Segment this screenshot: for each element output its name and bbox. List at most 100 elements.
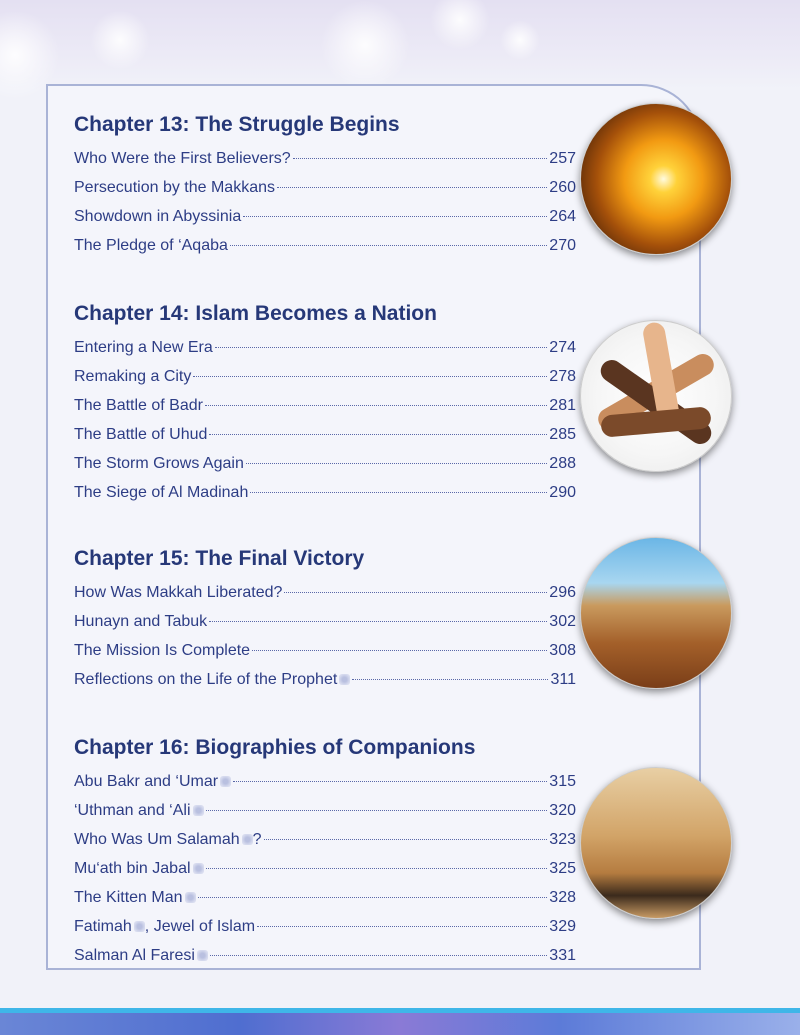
entry-title-wrap: The Battle of Uhud bbox=[74, 420, 207, 449]
entry-title: The Storm Grows Again bbox=[74, 455, 244, 472]
toc-entry[interactable]: The Pledge of ‘Aqaba 270 bbox=[74, 231, 576, 260]
toc-entry[interactable]: The Kitten Man 328 bbox=[74, 883, 576, 912]
dot-leader bbox=[257, 926, 548, 927]
toc-entry[interactable]: Hunayn and Tabuk 302 bbox=[74, 607, 576, 636]
chapter-section: Chapter 15: The Final Victory How Was Mak… bbox=[74, 544, 576, 694]
entry-title: Remaking a City bbox=[74, 368, 192, 385]
dot-leader bbox=[229, 245, 548, 246]
dot-leader bbox=[214, 347, 548, 348]
dot-leader bbox=[252, 650, 548, 651]
toc-entry[interactable]: Showdown in Abyssinia 264 bbox=[74, 202, 576, 231]
dot-leader bbox=[193, 376, 548, 377]
entry-title-wrap: ‘Uthman and ‘Ali bbox=[74, 796, 204, 825]
entry-title: Entering a New Era bbox=[74, 339, 213, 356]
entry-title: How Was Makkah Liberated? bbox=[74, 584, 283, 601]
entry-title: The Mission Is Complete bbox=[74, 642, 251, 659]
toc-entry[interactable]: Remaking a City 278 bbox=[74, 362, 576, 391]
entry-title-wrap: Mu‘ath bin Jabal bbox=[74, 854, 204, 883]
dot-leader bbox=[205, 868, 548, 869]
page-number: 281 bbox=[549, 397, 576, 414]
entry-title: Fatimah bbox=[74, 918, 132, 935]
entry-title-wrap: Who Was Um Salamah? bbox=[74, 825, 262, 854]
dot-leader bbox=[250, 492, 548, 493]
entry-title-wrap: Salman Al Faresi bbox=[74, 941, 208, 970]
entry-title-wrap: Persecution by the Makkans bbox=[74, 173, 275, 202]
page-number: 285 bbox=[549, 426, 576, 443]
page-number: 296 bbox=[549, 584, 576, 601]
honorific-icon bbox=[133, 921, 145, 932]
dot-leader bbox=[284, 592, 548, 593]
desert-oasis-icon bbox=[580, 537, 732, 689]
page-number: 311 bbox=[550, 671, 576, 688]
chapter-heading: Chapter 13: The Struggle Begins bbox=[74, 113, 400, 136]
page-number: 329 bbox=[549, 918, 576, 935]
page-number: 323 bbox=[549, 831, 576, 848]
toc-entry[interactable]: Mu‘ath bin Jabal 325 bbox=[74, 854, 576, 883]
toc-entry[interactable]: Persecution by the Makkans 260 bbox=[74, 173, 576, 202]
entry-title-wrap: The Storm Grows Again bbox=[74, 449, 244, 478]
entry-title-wrap: The Pledge of ‘Aqaba bbox=[74, 231, 228, 260]
entry-title: Abu Bakr and ‘Umar bbox=[74, 773, 219, 790]
toc-entry[interactable]: The Battle of Uhud 285 bbox=[74, 420, 576, 449]
toc-entry[interactable]: Fatimah , Jewel of Islam 329 bbox=[74, 912, 576, 941]
entry-title-wrap: Remaking a City bbox=[74, 362, 191, 391]
chapter-section: Chapter 13: The Struggle Begins Who Were … bbox=[74, 110, 576, 260]
entry-title-wrap: The Battle of Badr bbox=[74, 391, 203, 420]
toc-entry[interactable]: ‘Uthman and ‘Ali 320 bbox=[74, 796, 576, 825]
toc-entry[interactable]: Reflections on the Life of the Prophet 31… bbox=[74, 665, 576, 694]
entry-title-wrap: Reflections on the Life of the Prophet bbox=[74, 665, 351, 694]
toc-entry[interactable]: Who Were the First Believers? 257 bbox=[74, 144, 576, 173]
dot-leader bbox=[243, 216, 548, 217]
entry-title: Showdown in Abyssinia bbox=[74, 208, 242, 225]
honorific-icon bbox=[192, 863, 204, 874]
honorific-icon bbox=[339, 674, 351, 685]
toc-entry[interactable]: The Storm Grows Again 288 bbox=[74, 449, 576, 478]
dot-leader bbox=[204, 405, 548, 406]
entry-title-wrap: How Was Makkah Liberated? bbox=[74, 578, 282, 607]
dot-leader bbox=[292, 158, 548, 159]
sunset-icon bbox=[580, 103, 732, 255]
entry-title-wrap: Who Were the First Believers? bbox=[74, 144, 291, 173]
honorific-icon bbox=[220, 776, 232, 787]
toc-entry[interactable]: Entering a New Era 274 bbox=[74, 333, 576, 362]
entry-title: The Siege of Al Madinah bbox=[74, 484, 249, 501]
chapter-section: Chapter 14: Islam Becomes a Nation Enteri… bbox=[74, 299, 576, 507]
page-number: 264 bbox=[549, 208, 576, 225]
page-number: 288 bbox=[549, 455, 576, 472]
entry-title: The Pledge of ‘Aqaba bbox=[74, 237, 228, 254]
honorific-icon bbox=[192, 805, 204, 816]
entry-title-wrap: Fatimah , Jewel of Islam bbox=[74, 912, 255, 941]
honorific-icon bbox=[184, 892, 196, 903]
dot-leader bbox=[197, 897, 548, 898]
entry-title: Reflections on the Life of the Prophet bbox=[74, 671, 338, 688]
toc-entry[interactable]: Abu Bakr and ‘Umar 315 bbox=[74, 767, 576, 796]
entry-title-suffix: , Jewel of Islam bbox=[144, 918, 256, 935]
entry-title: The Battle of Uhud bbox=[74, 426, 208, 443]
entry-title: The Kitten Man bbox=[74, 889, 183, 906]
dot-leader bbox=[209, 621, 548, 622]
toc-entry[interactable]: The Siege of Al Madinah 290 bbox=[74, 478, 576, 507]
decorative-header-band bbox=[0, 0, 800, 100]
dot-leader bbox=[233, 781, 548, 782]
joined-hands-icon bbox=[580, 320, 732, 472]
entry-title-wrap: Abu Bakr and ‘Umar bbox=[74, 767, 232, 796]
honorific-icon bbox=[196, 950, 208, 961]
toc-entry[interactable]: Who Was Um Salamah? 323 bbox=[74, 825, 576, 854]
entry-title-wrap: The Kitten Man bbox=[74, 883, 196, 912]
entry-title-wrap: Hunayn and Tabuk bbox=[74, 607, 207, 636]
toc-entry[interactable]: The Mission Is Complete 308 bbox=[74, 636, 576, 665]
entry-title-wrap: The Siege of Al Madinah bbox=[74, 478, 248, 507]
entry-title-wrap: Entering a New Era bbox=[74, 333, 213, 362]
entry-title-wrap: Showdown in Abyssinia bbox=[74, 202, 241, 231]
entry-title: Who Were the First Believers? bbox=[74, 150, 291, 167]
entry-title: ‘Uthman and ‘Ali bbox=[74, 802, 191, 819]
page-number: 302 bbox=[549, 613, 576, 630]
toc-entry[interactable]: Salman Al Faresi 331 bbox=[74, 941, 576, 970]
toc-entry[interactable]: How Was Makkah Liberated? 296 bbox=[74, 578, 576, 607]
page-number: 325 bbox=[549, 860, 576, 877]
dot-leader bbox=[277, 187, 548, 188]
page-number: 328 bbox=[549, 889, 576, 906]
chapter-heading: Chapter 14: Islam Becomes a Nation bbox=[74, 302, 437, 325]
toc-entry[interactable]: The Battle of Badr 281 bbox=[74, 391, 576, 420]
entry-title-suffix: ? bbox=[252, 831, 262, 848]
